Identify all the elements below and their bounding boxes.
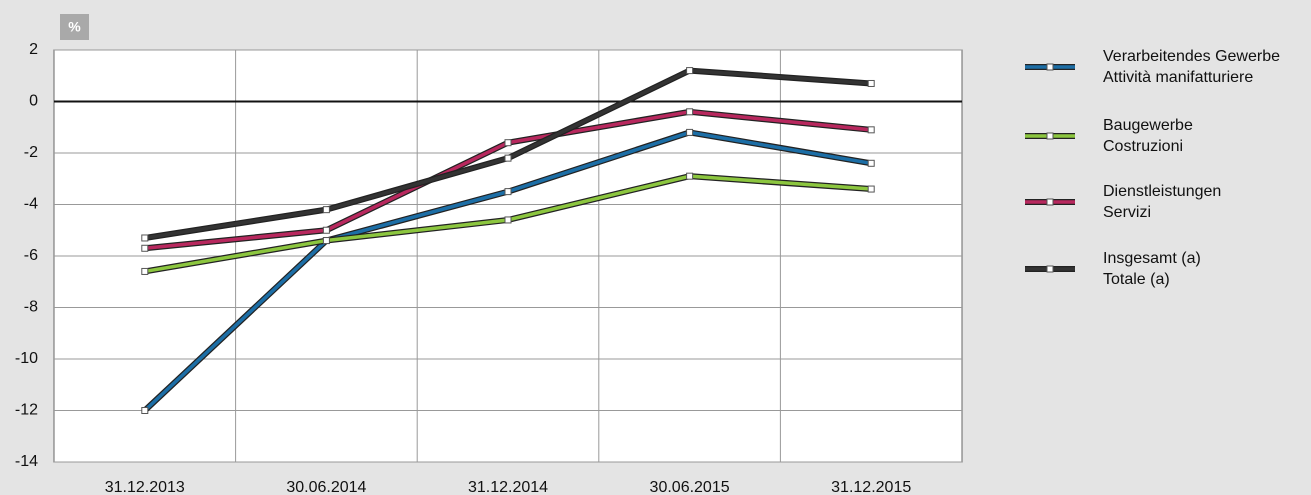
unit-box (60, 14, 89, 40)
point-marker (686, 67, 694, 75)
point-marker (322, 206, 330, 214)
point-marker (867, 126, 875, 134)
legend-label: Baugewerbe (1103, 117, 1193, 134)
x-tick-label: 30.06.2015 (650, 479, 730, 495)
y-tick-label: -8 (24, 299, 38, 316)
point-marker (141, 244, 149, 252)
legend-label: Dienstleistungen (1103, 183, 1221, 200)
point-marker (867, 79, 875, 87)
legend-label: Costruzioni (1103, 138, 1183, 155)
point-marker (322, 237, 330, 245)
y-tick-label: 0 (29, 93, 38, 110)
point-marker (322, 226, 330, 234)
point-marker (867, 159, 875, 167)
legend-label: Servizi (1103, 204, 1151, 221)
point-marker (504, 139, 512, 147)
x-tick-label: 31.12.2014 (468, 479, 548, 495)
y-tick-label: -6 (24, 247, 38, 264)
point-marker (141, 267, 149, 275)
point-marker (141, 407, 149, 414)
legend-marker (1046, 265, 1054, 273)
legend-marker (1046, 63, 1054, 71)
point-marker (686, 172, 694, 180)
x-tick-label: 31.12.2013 (105, 479, 185, 495)
x-tick-label: 31.12.2015 (831, 479, 911, 495)
legend-label: Attività manifatturiere (1103, 69, 1253, 86)
point-marker (504, 188, 512, 196)
y-tick-label: -12 (15, 402, 38, 419)
legend-marker (1046, 198, 1054, 206)
legend-label: Verarbeitendes Gewerbe (1103, 48, 1280, 65)
y-tick-label: -14 (15, 453, 38, 470)
point-marker (686, 128, 694, 136)
x-tick-label: 30.06.2014 (286, 479, 366, 495)
point-marker (504, 154, 512, 162)
point-marker (141, 234, 149, 242)
y-tick-label: -10 (15, 350, 38, 367)
point-marker (504, 216, 512, 224)
y-tick-label: -4 (24, 196, 38, 213)
y-tick-label: 2 (29, 41, 38, 58)
legend-marker (1046, 132, 1054, 140)
legend-label: Totale (a) (1103, 271, 1170, 288)
legend-label: Insgesamt (a) (1103, 250, 1201, 267)
y-axis-label: % (68, 19, 81, 35)
point-marker (867, 185, 875, 193)
point-marker (686, 108, 694, 116)
y-tick-label: -2 (24, 144, 38, 161)
